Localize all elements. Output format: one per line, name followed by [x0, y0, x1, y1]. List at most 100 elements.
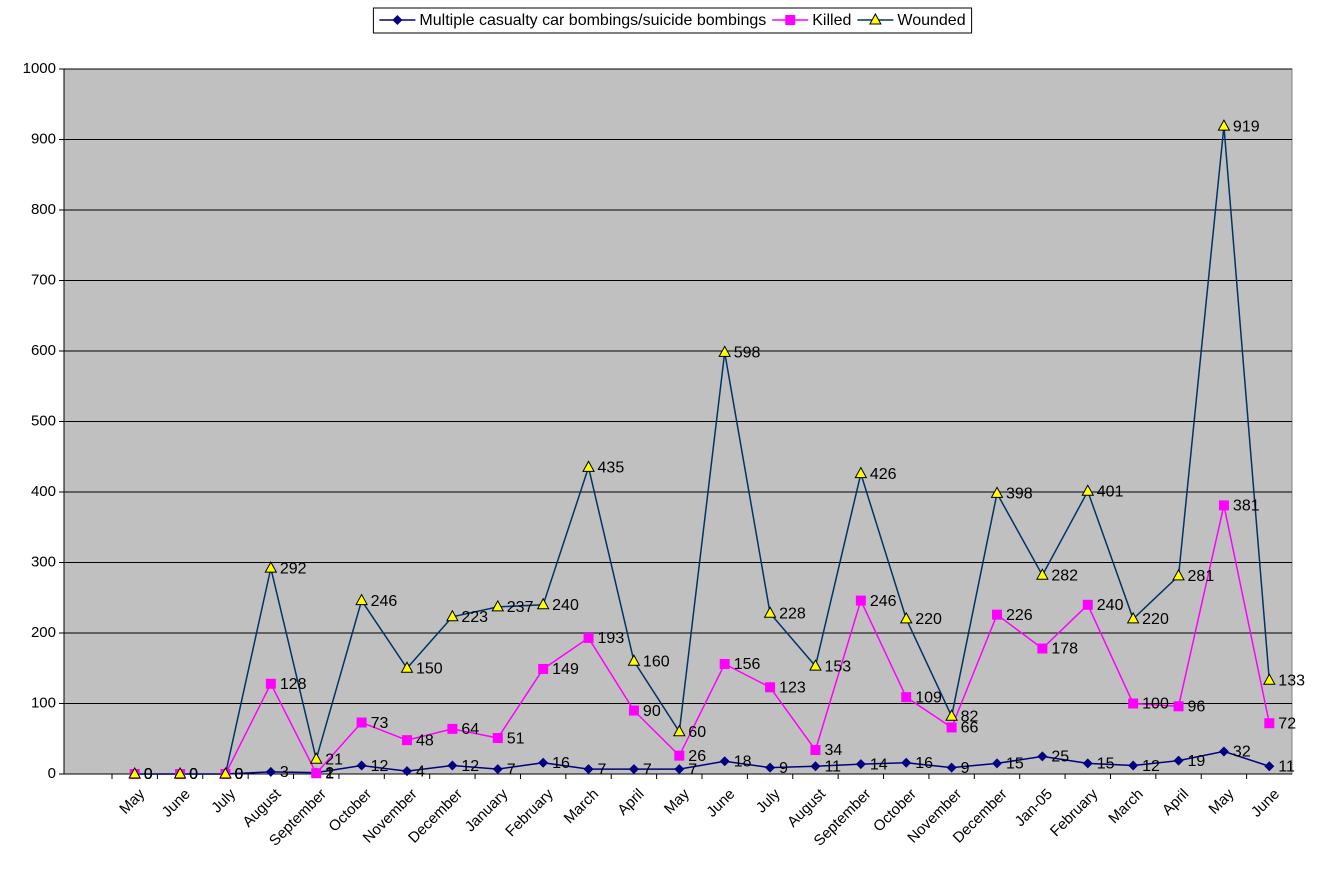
point: [402, 735, 412, 746]
point: [869, 12, 882, 25]
point: [582, 460, 595, 472]
point: [265, 766, 276, 777]
point: [1036, 568, 1049, 580]
data-label: 66: [961, 720, 979, 737]
point: [1218, 746, 1229, 757]
point: [1173, 701, 1184, 712]
series-line: [134, 750, 1270, 775]
point: [674, 764, 685, 775]
point: [173, 766, 187, 779]
x-tick-label: June: [703, 786, 738, 821]
x-tick-label: February: [502, 785, 557, 840]
data-label: 18: [734, 754, 752, 771]
data-label: 32: [1233, 744, 1251, 761]
point: [992, 609, 1002, 620]
data-label: 246: [371, 593, 398, 610]
point: [1172, 568, 1185, 581]
data-label: 109: [915, 689, 942, 706]
point: [628, 705, 639, 716]
point: [628, 764, 639, 775]
data-label: 12: [461, 758, 479, 775]
x-tick-label: July: [208, 785, 239, 816]
data-label: 3: [280, 764, 289, 781]
data-label: 16: [915, 755, 933, 772]
data-label: 160: [643, 653, 670, 670]
point: [719, 756, 730, 767]
x-tick-label: April: [614, 786, 647, 819]
data-label: 381: [1233, 498, 1260, 515]
point: [810, 745, 821, 756]
data-label: 228: [779, 605, 806, 622]
point: [763, 606, 777, 618]
point: [810, 761, 821, 772]
data-label: 11: [824, 758, 841, 775]
x-tick-label: May: [661, 785, 693, 817]
x-tick-label: July: [753, 785, 784, 816]
x-tick-label: April: [1159, 786, 1192, 819]
point: [1128, 760, 1139, 771]
point: [1264, 761, 1275, 772]
data-label: 51: [507, 730, 525, 747]
data-label: 156: [734, 656, 761, 673]
data-label: 82: [961, 708, 979, 725]
point: [627, 654, 641, 666]
y-tick-label: 600: [31, 342, 56, 359]
data-label: 96: [1188, 699, 1206, 716]
data-label: 9: [961, 760, 970, 777]
point: [990, 486, 1004, 498]
y-tick-label: 800: [31, 201, 56, 218]
data-label: 11: [1278, 758, 1295, 775]
data-label: 0: [234, 766, 243, 783]
point: [946, 722, 957, 733]
point: [265, 678, 276, 689]
data-label: 223: [461, 609, 488, 626]
data-label: 12: [1142, 758, 1160, 775]
data-label: 64: [461, 721, 479, 738]
data-label: 34: [824, 742, 842, 759]
data-label: 26: [688, 748, 706, 765]
point: [901, 757, 912, 768]
data-label: 919: [1233, 118, 1260, 135]
point: [719, 659, 730, 670]
data-label: 128: [280, 676, 307, 693]
point: [446, 609, 459, 622]
data-label: 598: [734, 345, 761, 362]
y-tick-label: 100: [31, 694, 56, 711]
point: [1264, 718, 1275, 729]
data-label: 7: [598, 761, 607, 778]
y-tick-label: 0: [48, 765, 56, 782]
data-label: 226: [1006, 607, 1033, 624]
point: [1173, 755, 1184, 766]
point: [402, 766, 412, 777]
x-tick-label: August: [784, 785, 830, 831]
point: [1128, 698, 1139, 709]
x-tick-label: August: [239, 785, 285, 831]
point: [583, 632, 594, 643]
point: [785, 15, 796, 25]
point: [672, 724, 686, 737]
y-tick-label: 700: [31, 271, 56, 288]
data-label: 19: [1188, 753, 1206, 770]
data-label: 21: [325, 751, 343, 768]
legend-label: Wounded: [897, 12, 965, 29]
data-label: 7: [643, 761, 652, 778]
point: [309, 752, 323, 764]
x-tick-label: June: [159, 786, 194, 821]
point: [809, 659, 822, 671]
point: [1037, 751, 1048, 762]
data-label: 7: [507, 761, 516, 778]
point: [855, 595, 866, 606]
y-tick-label: 1000: [23, 60, 56, 77]
point: [264, 561, 278, 573]
x-tick-label: May: [1205, 785, 1237, 817]
x-tick-label: March: [1105, 786, 1146, 827]
point: [945, 709, 958, 721]
point: [400, 661, 414, 673]
point: [899, 611, 913, 624]
data-label: 0: [189, 766, 198, 783]
data-label: 72: [1278, 715, 1296, 732]
point: [674, 750, 685, 761]
data-label: 15: [1097, 756, 1115, 773]
point: [1037, 643, 1048, 654]
